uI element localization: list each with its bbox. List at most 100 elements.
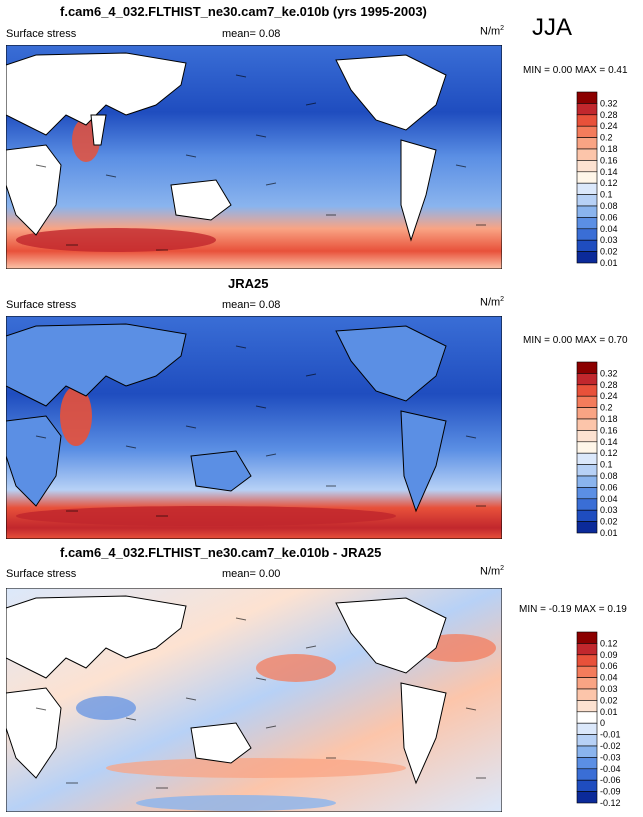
panel3-units: N/m2 — [480, 565, 505, 578]
colorbar-swatch — [576, 768, 598, 781]
colorbar-swatch — [576, 509, 598, 522]
panel3-max-label: MAX = — [574, 604, 605, 615]
colorbar-swatch — [576, 779, 598, 792]
colorbar-level-label: 0.12 — [600, 178, 618, 188]
panel3-land-eurasia — [6, 595, 187, 679]
colorbar-level-label: 0.28 — [600, 110, 618, 120]
panel1-variable-label: Surface stress — [6, 28, 77, 40]
colorbar-swatch — [576, 643, 598, 656]
colorbar-level-label: 0.12 — [600, 638, 618, 648]
colorbar-swatch — [576, 373, 598, 386]
colorbar-swatch — [576, 384, 598, 397]
colorbar-level-label: -0.06 — [600, 775, 621, 785]
colorbar-level-label: 0.04 — [600, 224, 618, 234]
colorbar-level-label: 0.18 — [600, 144, 618, 154]
panel3-title: f.cam6_4_032.FLTHIST_ne30.cam7_ke.010b -… — [60, 545, 382, 560]
panel2-max-value: 0.70 — [608, 335, 628, 346]
colorbar-swatch — [576, 757, 598, 770]
colorbar-level-label: 0.02 — [600, 695, 618, 705]
colorbar-level-label: 0.02 — [600, 517, 618, 527]
panel2-high-stress-south — [16, 506, 396, 526]
panel3-land-australia — [190, 722, 252, 764]
panel3-variable-label: Surface stress — [6, 568, 77, 580]
colorbar-swatch — [576, 137, 598, 150]
colorbar-swatch — [576, 631, 598, 644]
panel1-map — [6, 45, 502, 269]
colorbar-swatch — [576, 217, 598, 230]
panel2-title: JRA25 — [228, 276, 269, 291]
colorbar-swatch — [576, 239, 598, 252]
colorbar-level-label: 0.06 — [600, 212, 618, 222]
panel2-land-australia — [190, 450, 252, 492]
colorbar-swatch — [576, 251, 598, 264]
colorbar-swatch — [576, 407, 598, 420]
colorbar-swatch — [576, 688, 598, 701]
panel1-colorbar: 0.320.280.240.20.180.160.140.120.10.080.… — [576, 91, 618, 268]
panel2-min-label: MIN = — [523, 335, 550, 346]
colorbar-swatch — [576, 734, 598, 747]
season-label: JJA — [532, 14, 573, 41]
colorbar-level-label: 0.28 — [600, 380, 618, 390]
colorbar-swatch — [576, 148, 598, 161]
panel3-anomaly-negative-2 — [136, 795, 336, 811]
panel1-land-north-america — [335, 54, 447, 131]
panel2-minmax: MIN = 0.00 MAX = 0.70 — [523, 335, 628, 346]
colorbar-swatch — [576, 114, 598, 127]
colorbar-level-label: 0 — [600, 718, 605, 728]
panel1-land-south-america — [400, 139, 437, 242]
colorbar-level-label: 0.09 — [600, 650, 618, 660]
colorbar-swatch — [576, 103, 598, 116]
colorbar-swatch — [576, 182, 598, 195]
colorbar-level-label: 0.02 — [600, 247, 618, 257]
colorbar-level-label: 0.32 — [600, 368, 618, 378]
colorbar-level-label: 0.24 — [600, 391, 618, 401]
colorbar-swatch — [576, 418, 598, 431]
colorbar-level-label: 0.01 — [600, 258, 618, 268]
panel1-land-australia — [170, 179, 232, 221]
colorbar-swatch — [576, 395, 598, 408]
colorbar-level-label: 0.1 — [600, 190, 613, 200]
panel2-land-africa — [6, 415, 62, 507]
panel2-high-stress-arabian — [60, 386, 92, 446]
colorbar-level-label: 0.06 — [600, 482, 618, 492]
panel3-anomaly-south — [106, 758, 406, 778]
colorbar-level-label: 0.12 — [600, 448, 618, 458]
colorbar-swatch — [576, 125, 598, 138]
panel1-land — [6, 52, 447, 242]
panel2-vector-arrows — [35, 345, 486, 517]
panel3-minmax: MIN = -0.19 MAX = 0.19 — [519, 604, 627, 615]
colorbar-level-label: 0.03 — [600, 684, 618, 694]
colorbar-swatch — [576, 521, 598, 534]
panel3-land-south-america — [400, 682, 447, 785]
colorbar-level-label: 0.16 — [600, 425, 618, 435]
colorbar-swatch — [576, 722, 598, 735]
colorbar-swatch — [576, 487, 598, 500]
colorbar-level-label: 0.16 — [600, 155, 618, 165]
colorbar-swatch — [576, 205, 598, 218]
panel3-anomaly-negative-1 — [76, 696, 136, 720]
colorbar-swatch — [576, 91, 598, 104]
panel2-land — [6, 323, 447, 513]
panel2-min-value: 0.00 — [552, 335, 573, 346]
colorbar-level-label: 0.08 — [600, 201, 618, 211]
colorbar-level-label: -0.01 — [600, 730, 621, 740]
colorbar-level-label: 0.2 — [600, 403, 613, 413]
colorbar-swatch — [576, 700, 598, 713]
colorbar-level-label: 0.14 — [600, 167, 618, 177]
panel3-colorbar: 0.120.090.060.040.030.020.010-0.01-0.02-… — [576, 631, 621, 808]
panel2-mean-value: 0.08 — [259, 299, 281, 311]
panel3-mean: mean= 0.00 — [222, 568, 280, 580]
colorbar-level-label: 0.2 — [600, 133, 613, 143]
colorbar-swatch — [576, 361, 598, 374]
colorbar-level-label: 0.18 — [600, 414, 618, 424]
panel3-mean-label: mean= — [222, 568, 256, 580]
colorbar-swatch — [576, 194, 598, 207]
panel1-max-label: MAX = — [574, 65, 606, 76]
panel2-colorbar: 0.320.280.240.20.180.160.140.120.10.080.… — [576, 361, 618, 538]
colorbar-swatch — [576, 171, 598, 184]
colorbar-swatch — [576, 745, 598, 758]
panel2-mean: mean= 0.08 — [222, 299, 280, 311]
panel2-units: N/m2 — [480, 296, 505, 309]
panel1-vector-arrows — [35, 74, 486, 251]
colorbar-swatch — [576, 228, 598, 241]
